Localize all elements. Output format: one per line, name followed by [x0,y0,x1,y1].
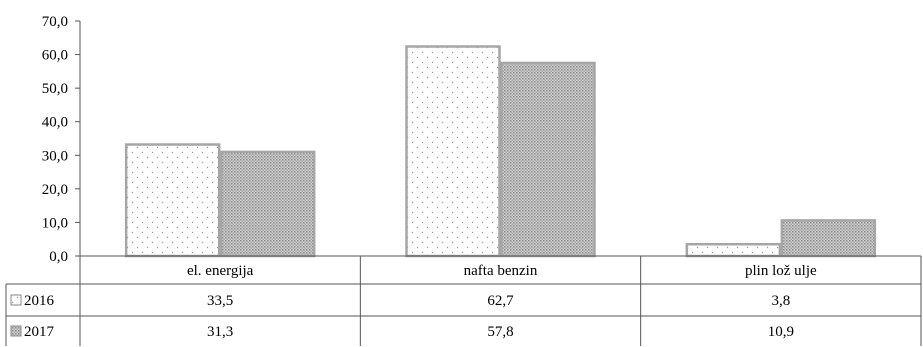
data-label: 62,7 [487,293,514,309]
y-tick-label: 50,0 [42,81,68,97]
category-label: el. energija [187,263,254,279]
bar-2016-2 [685,242,782,258]
y-tick-label: 0,0 [49,249,68,265]
axis-layer: 0,0 10,0 20,0 30,0 40,0 50,0 60,0 70,0 [42,14,81,265]
bar-2017-2 [780,219,877,258]
legend-key-2017 [10,325,22,337]
bar-2016-1 [405,45,501,258]
y-tick-label: 10,0 [42,215,68,231]
data-label: 10,9 [768,324,794,340]
y-tick-label: 30,0 [42,148,68,164]
y-tick-label: 20,0 [42,182,68,198]
bar-2017-1 [500,61,596,258]
y-tick-label: 60,0 [42,48,68,64]
bar-2016-0 [124,143,221,258]
data-label: 3,8 [771,293,790,309]
legend-label: 2017 [24,324,55,340]
legend-key-2016 [10,294,22,306]
data-label: 31,3 [207,324,233,340]
y-tick-label: 70,0 [42,14,68,30]
data-label: 57,8 [487,324,513,340]
bar-2017-0 [219,150,316,258]
category-label: nafta benzin [464,263,538,279]
data-table: el. energija nafta benzin plin lož ulje 201… [5,255,922,346]
category-label: plin lož ulje [745,263,817,279]
y-tick-label: 40,0 [42,115,68,131]
legend-label: 2016 [24,293,55,309]
data-label: 33,5 [207,293,233,309]
bars-layer [124,45,877,258]
